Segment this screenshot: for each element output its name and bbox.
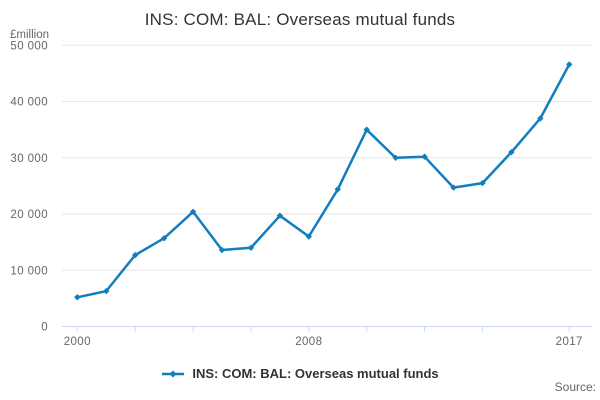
- data-point-marker[interactable]: [103, 287, 110, 295]
- data-point-marker[interactable]: [276, 212, 284, 219]
- data-point-marker[interactable]: [363, 126, 370, 133]
- data-point-marker[interactable]: [392, 154, 399, 161]
- data-point-marker[interactable]: [74, 294, 81, 301]
- chart-title: INS: COM: BAL: Overseas mutual funds: [144, 10, 456, 29]
- data-point-marker[interactable]: [479, 179, 486, 187]
- series-overseas-mutual-funds[interactable]: [74, 61, 573, 301]
- data-point-marker[interactable]: [450, 184, 457, 191]
- x-axis-tick-label: 2008: [295, 336, 322, 348]
- series-line[interactable]: [76, 63, 571, 299]
- data-point-marker[interactable]: [305, 233, 313, 240]
- data-point-marker[interactable]: [160, 235, 168, 242]
- y-axis-tick-label: 40 000: [10, 97, 48, 109]
- data-point-marker[interactable]: [334, 186, 341, 193]
- data-point-marker[interactable]: [421, 153, 428, 160]
- data-point-marker[interactable]: [247, 244, 255, 251]
- source-label: Source:: [554, 380, 596, 394]
- legend-item[interactable]: INS: COM: BAL: Overseas mutual funds: [0, 366, 600, 381]
- data-point-marker[interactable]: [218, 246, 226, 254]
- y-axis-tick-label: 30 000: [10, 153, 48, 165]
- data-point-marker[interactable]: [131, 251, 139, 259]
- y-axis-tick-label: 20 000: [10, 209, 48, 221]
- y-axis-tick-label: 0: [41, 322, 48, 334]
- data-point-marker[interactable]: [537, 115, 544, 122]
- data-point-marker[interactable]: [508, 148, 515, 156]
- data-point-marker[interactable]: [189, 208, 197, 215]
- x-axis-tick-label: 2017: [556, 336, 583, 348]
- x-axis-tick-label: 2000: [64, 336, 91, 348]
- y-axis-tick-label: 50 000: [10, 40, 48, 52]
- legend-series-marker-icon: [162, 370, 185, 377]
- y-axis-unit-label: £million: [10, 29, 49, 41]
- y-axis-tick-label: 10 000: [10, 265, 48, 277]
- legend-diamond: [169, 370, 177, 377]
- data-point-marker[interactable]: [566, 61, 573, 68]
- legend-series-label: INS: COM: BAL: Overseas mutual funds: [192, 366, 439, 381]
